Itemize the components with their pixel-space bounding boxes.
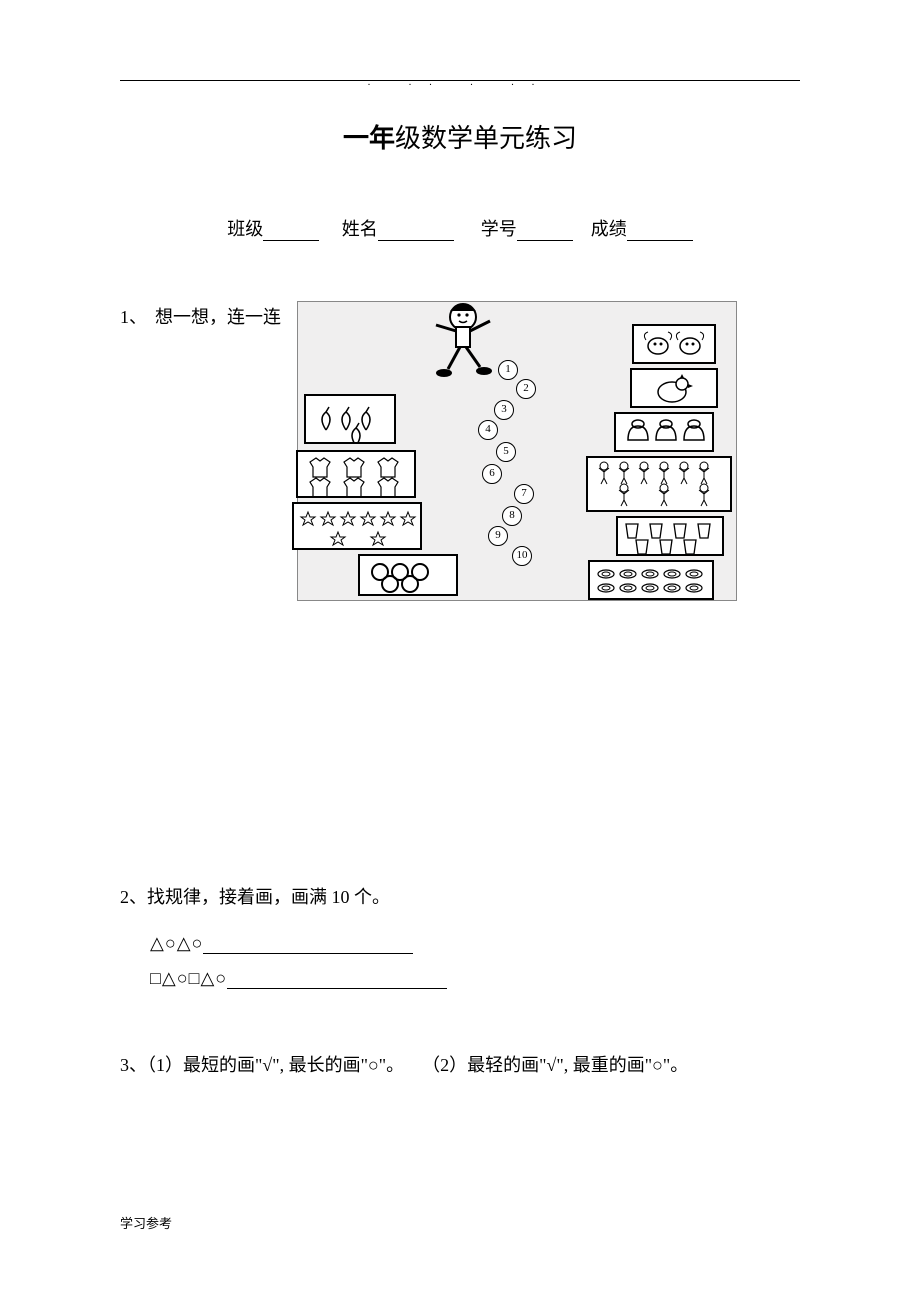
count-box-hen1 (630, 368, 718, 408)
question-1: 1、 想一想，连一连 12345678910 (120, 301, 800, 601)
score-label: 成绩 (591, 219, 627, 239)
page-title: 一年级数学单元练习 (120, 118, 800, 155)
q3-part1: （1）最短的画"√", 最长的画"○"。 (147, 1055, 404, 1075)
student-info-line: 班级 姓名 学号 成绩 (120, 215, 800, 241)
count-box-stars8 (292, 502, 422, 550)
count-box-coins10 (588, 560, 714, 600)
q2-number: 2、 (120, 887, 147, 907)
q1-text: 想一想，连一连 (155, 301, 281, 333)
q2-text: 找规律，接着画，画满 10 个。 (147, 887, 390, 907)
number-circle-9: 9 (488, 526, 508, 546)
q2-row2-shapes: □△○□△○ (150, 968, 227, 988)
question-3: 3、（1）最短的画"√", 最长的画"○"。 （2）最轻的画"√", 最重的画"… (120, 1049, 800, 1081)
number-circle-10: 10 (512, 546, 532, 566)
header-dots: . .. . .. (120, 77, 800, 88)
q1-number: 1、 (120, 301, 147, 333)
id-label: 学号 (481, 219, 517, 239)
name-label: 姓名 (342, 219, 378, 239)
question-2: 2、找规律，接着画，画满 10 个。 (120, 881, 800, 913)
q3-part2: （2）最轻的画"√", 最重的画"○"。 (422, 1055, 688, 1075)
score-blank[interactable] (627, 223, 693, 241)
count-box-peppers4 (304, 394, 396, 444)
q2-row2: □△○□△○ (150, 968, 800, 989)
header-rule (120, 80, 800, 81)
q2-row1-blank[interactable] (203, 938, 413, 954)
count-box-cups7 (616, 516, 724, 556)
number-circle-4: 4 (478, 420, 498, 440)
number-circle-7: 7 (514, 484, 534, 504)
number-circle-6: 6 (482, 464, 502, 484)
count-box-shirts6 (296, 450, 416, 498)
number-circle-2: 2 (516, 379, 536, 399)
title-rest: 级数学单元练习 (395, 124, 577, 153)
q2-row2-blank[interactable] (227, 973, 447, 989)
count-box-bags3 (614, 412, 714, 452)
number-circle-3: 3 (494, 400, 514, 420)
class-blank[interactable] (263, 223, 319, 241)
q1-diagram: 12345678910 (297, 301, 737, 601)
number-circle-5: 5 (496, 442, 516, 462)
count-box-cheer9 (586, 456, 732, 512)
count-box-birds2 (632, 324, 716, 364)
count-box-rings5 (358, 554, 458, 596)
title-bold: 一年 (343, 123, 395, 153)
class-label: 班级 (227, 219, 263, 239)
number-circle-8: 8 (502, 506, 522, 526)
footer-text: 学习参考 (120, 1213, 172, 1232)
q3-number: 3、 (120, 1055, 147, 1075)
id-blank[interactable] (517, 223, 573, 241)
name-blank[interactable] (378, 223, 454, 241)
boy-figure-icon (418, 297, 508, 382)
q2-row1: △○△○ (150, 933, 800, 954)
q2-row1-shapes: △○△○ (150, 933, 203, 953)
number-circle-1: 1 (498, 360, 518, 380)
